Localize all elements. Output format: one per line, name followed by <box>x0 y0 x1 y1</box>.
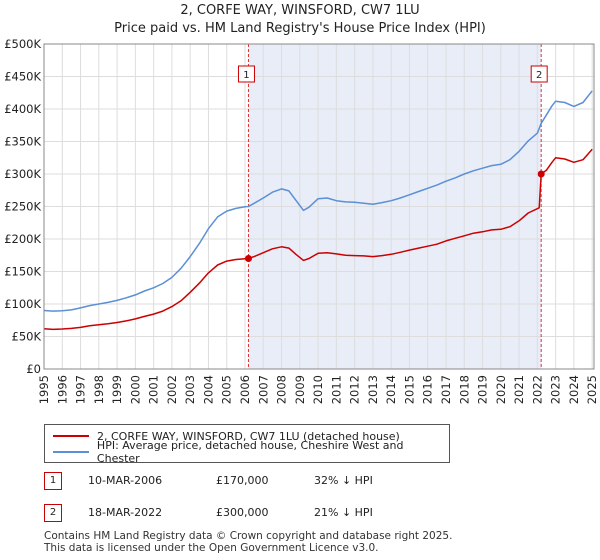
sale-price: £300,000 <box>216 506 269 519</box>
x-tick-label: 2025 <box>585 375 599 404</box>
sale-marker: 2 <box>44 504 62 522</box>
series-line-hpi <box>43 90 593 312</box>
x-tick-label: 1995 <box>37 375 51 404</box>
legend-label-property: 2, CORFE WAY, WINSFORD, CW7 1LU (detache… <box>97 429 400 443</box>
x-tick-label: 2002 <box>165 375 179 404</box>
x-tick-label: 1997 <box>74 375 88 404</box>
x-tick-label: 2023 <box>549 375 563 404</box>
legend: 2, CORFE WAY, WINSFORD, CW7 1LU (detache… <box>44 424 450 465</box>
x-tick-label: 2005 <box>220 375 234 404</box>
sale-date: 10-MAR-2006 <box>88 474 163 487</box>
sale-marker-label: 2 <box>536 70 542 81</box>
x-tick-label: 2003 <box>183 375 197 404</box>
sale-row: 2 18-MAR-2022 £300,000 21% ↓ HPI <box>44 504 444 524</box>
legend-label-hpi: HPI: Average price, detached house, Ches… <box>96 439 404 465</box>
x-tick-label: 2014 <box>384 375 398 404</box>
chart-title: 2, CORFE WAY, WINSFORD, CW7 1LU Price pa… <box>0 2 600 38</box>
x-tick-label: 1998 <box>92 375 106 404</box>
legend-item-hpi: HPI: Average price, detached house, Ches… <box>53 439 449 465</box>
y-tick-label: £500K <box>4 37 41 51</box>
y-tick-label: £250K <box>4 200 41 214</box>
y-tick-label: £200K <box>4 232 41 246</box>
y-tick-label: £450K <box>4 70 41 84</box>
y-tick-label: £100K <box>4 297 41 311</box>
sale-date: 18-MAR-2022 <box>88 506 163 519</box>
footer-line2: This data is licensed under the Open Gov… <box>44 542 379 554</box>
x-tick-label: 2009 <box>293 375 307 404</box>
sale-marker-box <box>237 65 255 83</box>
y-tick-label: £300K <box>4 167 41 181</box>
y-tick-label: £0 <box>26 362 41 376</box>
sale-price: £170,000 <box>216 474 269 487</box>
x-tick-label: 2017 <box>439 375 453 404</box>
x-tick-label: 2001 <box>147 375 161 404</box>
x-tick-label: 2004 <box>201 375 215 404</box>
sale-row: 1 10-MAR-2006 £170,000 32% ↓ HPI <box>44 472 444 492</box>
x-tick-label: 2021 <box>512 375 526 404</box>
sale-marker-box <box>530 65 548 83</box>
price-chart: £0 £50K £100K £150K £200K £250K £300K £350K £400… <box>4 37 599 404</box>
legend-swatch-property <box>53 435 89 437</box>
y-tick-label: £350K <box>4 135 41 149</box>
x-tick-label: 2000 <box>128 375 142 404</box>
x-tick-label: 2016 <box>421 375 435 404</box>
x-tick-label: 1999 <box>110 375 124 404</box>
x-tick-label: 1996 <box>55 375 69 404</box>
sale-hpi-diff: 32% ↓ HPI <box>314 474 373 487</box>
x-tick-label: 2015 <box>402 375 416 404</box>
chart-title-line1: 2, CORFE WAY, WINSFORD, CW7 1LU <box>180 3 420 18</box>
x-tick-label: 2011 <box>329 375 343 404</box>
y-tick-label: £50K <box>12 330 42 344</box>
sale-point <box>537 170 545 178</box>
series-line-property <box>43 148 593 331</box>
x-tick-label: 2007 <box>256 375 270 404</box>
sale-marker: 1 <box>44 472 62 490</box>
legend-swatch-hpi <box>53 451 89 453</box>
x-tick-label: 2012 <box>348 375 362 404</box>
legend-item-property: 2, CORFE WAY, WINSFORD, CW7 1LU (detache… <box>53 428 400 444</box>
x-tick-label: 2008 <box>275 375 289 404</box>
x-tick-label: 2019 <box>476 375 490 404</box>
x-tick-label: 2020 <box>494 375 508 404</box>
y-tick-label: £400K <box>4 102 41 116</box>
plot-frame <box>43 43 595 370</box>
x-tick-label: 2006 <box>238 375 252 404</box>
x-tick-label: 2018 <box>457 375 471 404</box>
y-tick-label: £150K <box>4 265 41 279</box>
x-tick-label: 2013 <box>366 375 380 404</box>
x-tick-label: 2022 <box>530 375 544 404</box>
sale-point <box>244 255 252 262</box>
x-tick-label: 2024 <box>567 375 581 404</box>
footer: Contains HM Land Registry data © Crown c… <box>44 530 452 554</box>
footer-line1: Contains HM Land Registry data © Crown c… <box>44 530 453 542</box>
sale-marker-label: 1 <box>243 70 249 81</box>
x-tick-label: 2010 <box>311 375 325 404</box>
chart-title-line2: Price paid vs. HM Land Registry's House … <box>114 21 486 36</box>
sale-hpi-diff: 21% ↓ HPI <box>314 506 373 519</box>
